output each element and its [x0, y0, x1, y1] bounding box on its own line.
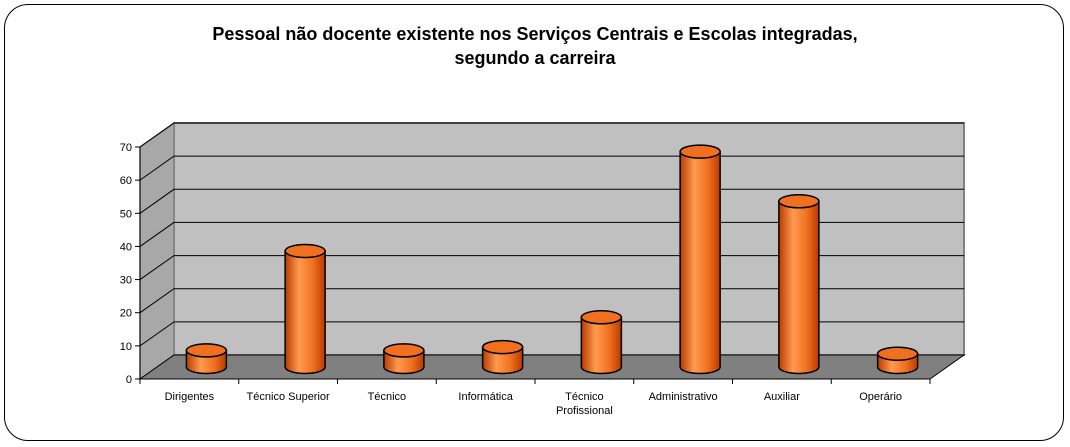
y-tick-label: 40	[120, 241, 132, 253]
bar-top	[481, 339, 524, 355]
bar-top	[185, 343, 228, 358]
y-tick-label: 50	[120, 208, 132, 220]
y-tick-label: 0	[126, 374, 132, 386]
chart-floor	[138, 354, 966, 380]
y-tick-label: 10	[120, 341, 132, 353]
x-category-label: Informática	[458, 391, 513, 403]
x-category-label: Técnico Superior	[247, 391, 330, 403]
y-tick-label: 30	[120, 275, 132, 287]
x-category-label: Dirigentes	[165, 391, 215, 403]
bar	[284, 250, 326, 375]
bar	[481, 346, 524, 375]
y-tick-label: 20	[120, 308, 132, 320]
bar-top	[679, 144, 721, 159]
x-category-label: Auxiliar	[764, 391, 800, 403]
bar	[679, 150, 721, 375]
bar	[580, 316, 623, 375]
y-tick-label: 70	[120, 142, 132, 154]
chart-title-line1: Pessoal não docente existente nos Serviç…	[212, 24, 858, 44]
bar-top	[876, 346, 919, 361]
gridline	[139, 122, 964, 148]
bar	[778, 200, 820, 375]
x-category-label: Operário	[859, 391, 902, 403]
x-category-label: Administrativo	[649, 391, 718, 403]
side-wall	[139, 121, 175, 381]
chart-title: Pessoal não docente existente nos Serviç…	[0, 22, 1070, 70]
x-category-label: Técnico	[368, 391, 407, 403]
bar-top	[778, 194, 820, 209]
y-tick-label: 60	[120, 175, 132, 187]
chart-title-line2: segundo a carreira	[454, 48, 616, 68]
bar-top	[284, 243, 326, 259]
bar-top	[580, 310, 623, 325]
bar-top	[383, 343, 425, 358]
x-category-label: Técnico Profissional	[556, 391, 613, 417]
